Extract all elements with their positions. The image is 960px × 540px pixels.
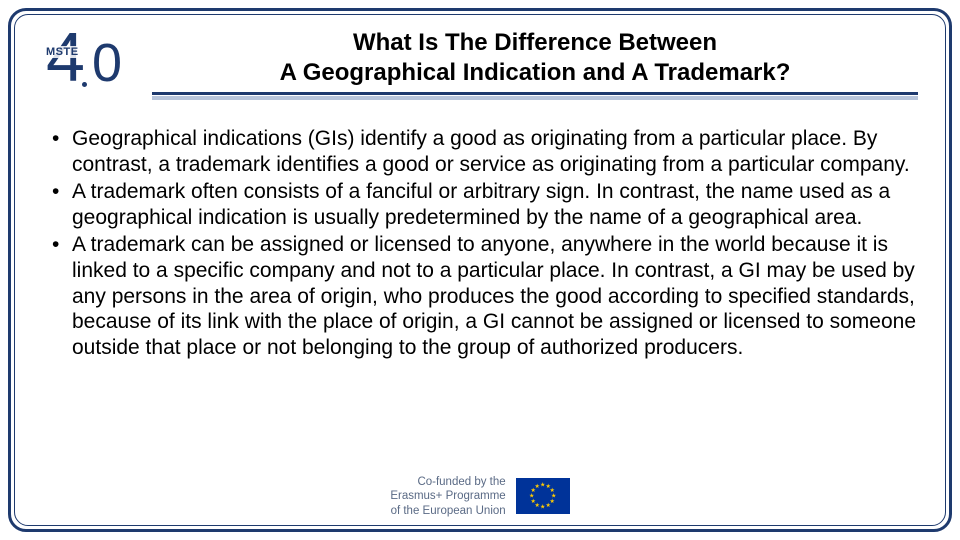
mste-logo: 4 0 MSTE [42,28,134,100]
header: 4 0 MSTE What Is The Difference Between … [42,28,918,100]
bullet-list: Geographical indications (GIs) identify … [42,126,918,360]
title-line-1: What Is The Difference Between [353,29,717,56]
page-title: What Is The Difference Between A Geograp… [152,28,918,88]
footer-line-1: Co-funded by the [417,476,505,488]
list-item: Geographical indications (GIs) identify … [52,126,918,177]
eu-flag-icon: ★★★★★★★★★★★★ [516,478,570,514]
footer-line-3: of the European Union [391,505,506,517]
slide-content: 4 0 MSTE What Is The Difference Between … [16,16,944,524]
title-underline [152,92,918,98]
list-item: A trademark can be assigned or licensed … [52,232,918,360]
footer: Co-funded by the Erasmus+ Programme of t… [16,475,944,518]
title-line-2: A Geographical Indication and A Trademar… [280,59,791,86]
logo-text: MSTE [44,46,81,58]
footer-line-2: Erasmus+ Programme [390,490,505,502]
title-block: What Is The Difference Between A Geograp… [152,28,918,98]
logo-dot-icon [82,82,87,87]
footer-text: Co-funded by the Erasmus+ Programme of t… [390,475,505,518]
logo-digit-0: 0 [92,36,122,90]
list-item: A trademark often consists of a fanciful… [52,179,918,230]
